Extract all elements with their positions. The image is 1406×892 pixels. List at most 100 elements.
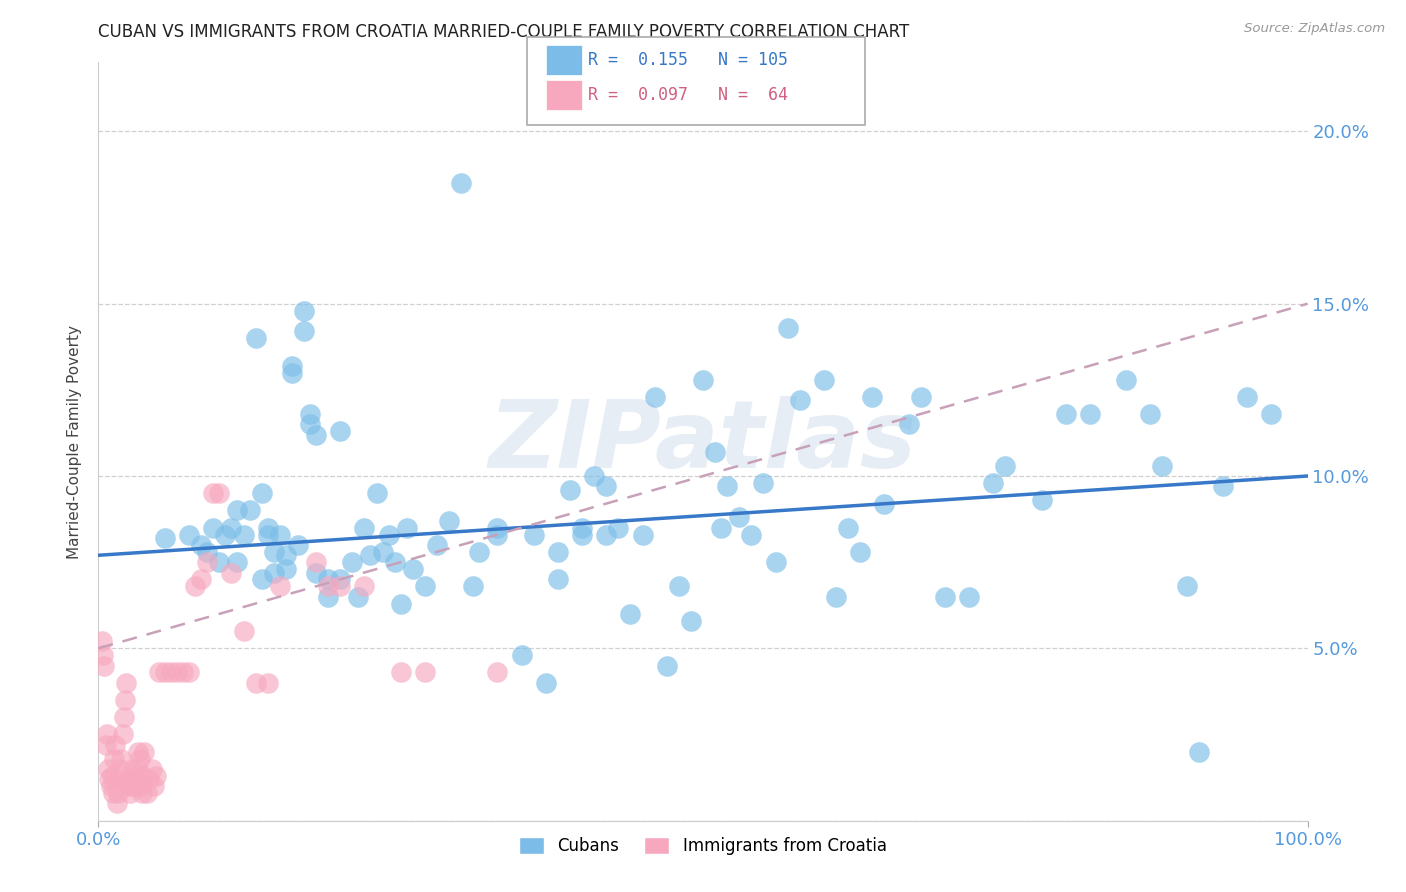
Point: [256, 527, 278, 541]
Point: [426, 538, 449, 552]
Point: [131, 786, 153, 800]
Point: [523, 527, 546, 541]
Point: [190, 538, 212, 552]
Point: [143, 779, 166, 793]
Point: [134, 745, 156, 759]
Point: [118, 786, 141, 800]
Point: [269, 527, 291, 541]
Point: [245, 675, 267, 690]
Point: [371, 545, 394, 559]
Point: [1212, 479, 1234, 493]
Point: [595, 527, 617, 541]
Point: [329, 573, 352, 587]
Point: [129, 779, 152, 793]
Point: [108, 772, 131, 787]
Text: R =  0.155   N = 105: R = 0.155 N = 105: [588, 51, 787, 69]
Point: [450, 176, 472, 190]
Point: [118, 772, 141, 787]
Point: [115, 675, 138, 690]
Point: [104, 738, 127, 752]
Point: [486, 521, 509, 535]
Point: [103, 751, 125, 765]
Point: [208, 486, 231, 500]
Point: [957, 590, 980, 604]
Point: [94, 738, 117, 752]
Point: [232, 624, 254, 639]
Point: [202, 486, 225, 500]
Point: [413, 579, 436, 593]
Point: [510, 648, 533, 663]
Point: [107, 786, 129, 800]
Text: ZIPatlas: ZIPatlas: [489, 395, 917, 488]
Point: [122, 762, 145, 776]
Point: [716, 479, 738, 493]
Point: [619, 607, 641, 621]
Point: [692, 372, 714, 386]
Point: [437, 514, 460, 528]
Point: [153, 665, 176, 680]
Point: [463, 579, 485, 593]
Point: [100, 779, 122, 793]
Point: [305, 427, 328, 442]
Point: [108, 762, 131, 776]
Point: [292, 324, 315, 338]
Point: [166, 665, 188, 680]
Point: [208, 555, 231, 569]
Point: [127, 762, 149, 776]
Point: [239, 503, 262, 517]
Point: [1152, 458, 1174, 473]
Point: [138, 772, 160, 787]
Point: [316, 579, 339, 593]
Y-axis label: Married-Couple Family Poverty: Married-Couple Family Poverty: [67, 325, 83, 558]
Point: [360, 548, 382, 563]
Point: [121, 769, 143, 783]
Point: [547, 573, 569, 587]
Point: [226, 555, 249, 569]
Point: [873, 497, 896, 511]
Point: [101, 786, 124, 800]
Point: [111, 727, 134, 741]
Point: [281, 359, 304, 373]
Point: [195, 555, 218, 569]
Point: [114, 693, 136, 707]
Point: [269, 579, 291, 593]
Point: [160, 665, 183, 680]
Point: [135, 786, 157, 800]
Text: R =  0.097   N =  64: R = 0.097 N = 64: [588, 87, 787, 104]
Point: [281, 366, 304, 380]
Point: [250, 486, 273, 500]
Point: [287, 538, 309, 552]
Point: [202, 521, 225, 535]
Point: [214, 527, 236, 541]
Point: [292, 303, 315, 318]
Point: [583, 469, 606, 483]
Point: [384, 555, 406, 569]
Point: [132, 769, 155, 783]
Point: [860, 390, 883, 404]
Point: [263, 545, 285, 559]
Point: [221, 566, 243, 580]
Point: [1031, 493, 1053, 508]
Point: [395, 521, 418, 535]
Point: [366, 486, 388, 500]
Point: [263, 566, 285, 580]
Point: [994, 458, 1017, 473]
Point: [256, 675, 278, 690]
Point: [97, 762, 120, 776]
Point: [232, 527, 254, 541]
Point: [934, 590, 956, 604]
Point: [299, 417, 322, 432]
Point: [145, 769, 167, 783]
Point: [668, 579, 690, 593]
Point: [316, 590, 339, 604]
Point: [148, 665, 170, 680]
Point: [221, 521, 243, 535]
Point: [353, 579, 375, 593]
Point: [534, 675, 557, 690]
Point: [679, 614, 702, 628]
Point: [117, 779, 139, 793]
Point: [571, 521, 593, 535]
Point: [91, 634, 114, 648]
Point: [389, 597, 412, 611]
Point: [125, 779, 148, 793]
